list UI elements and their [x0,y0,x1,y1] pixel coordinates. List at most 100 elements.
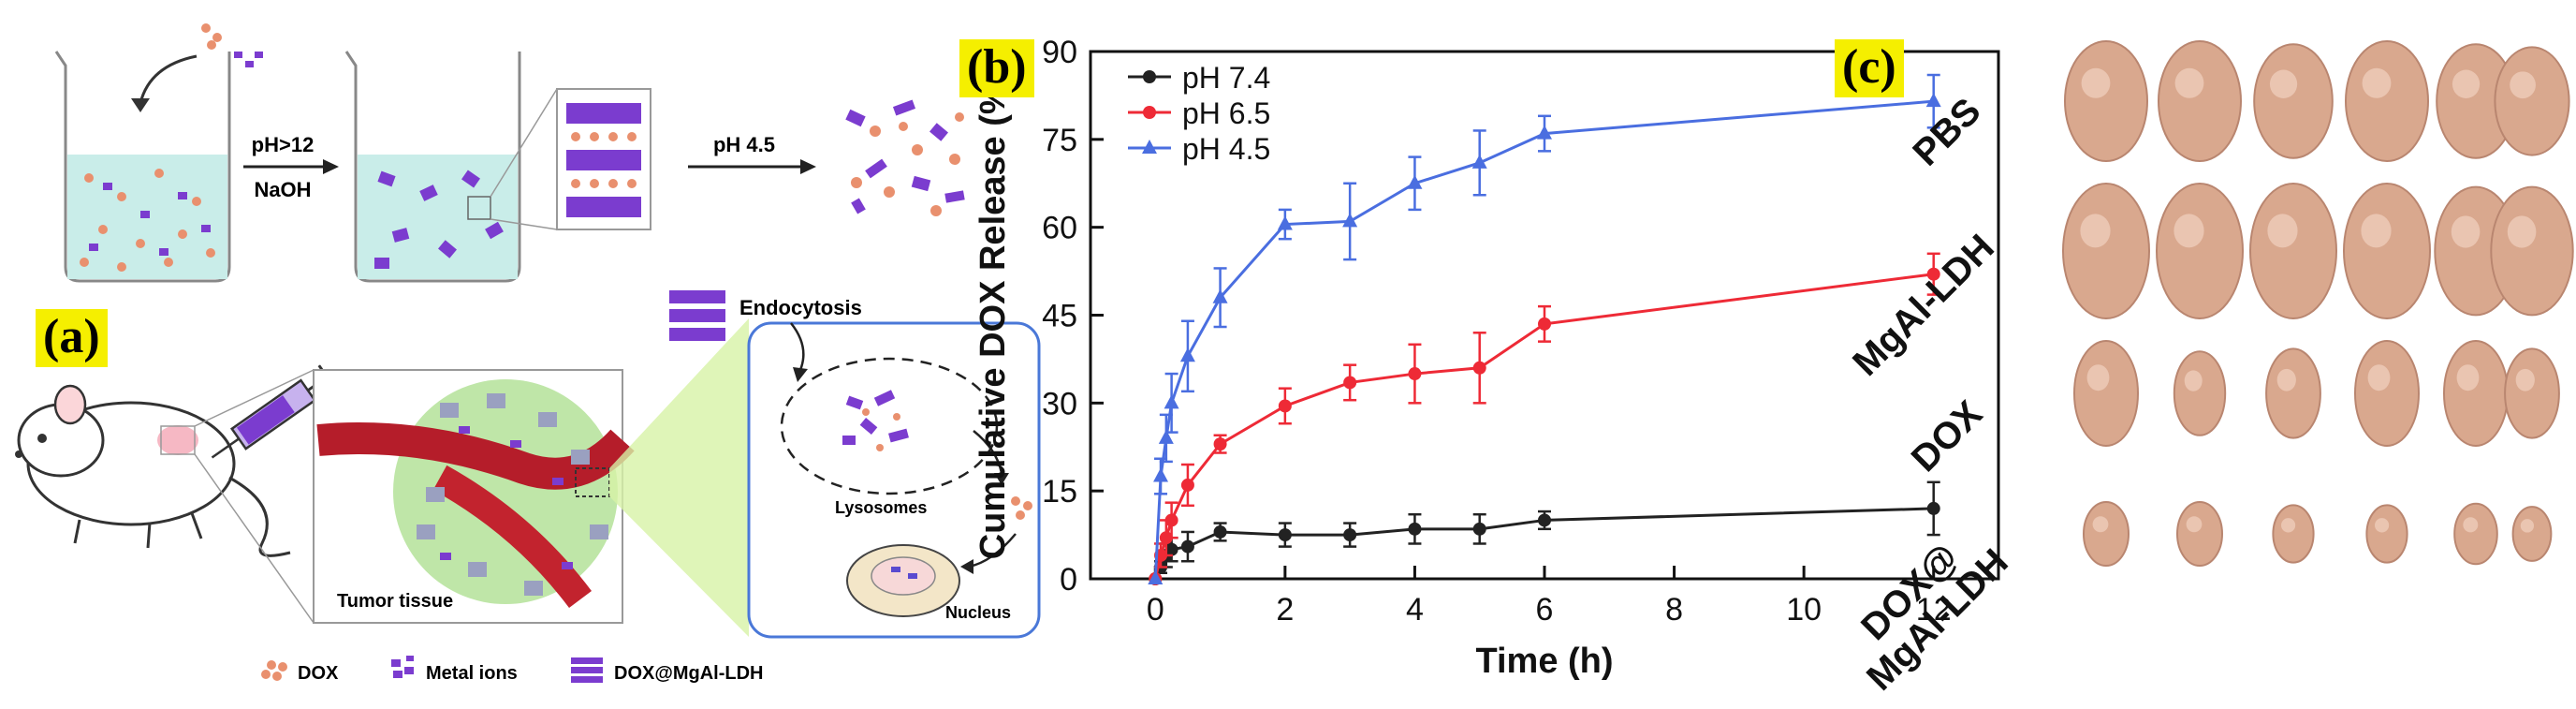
panel-a: pH>12 NaOH [0,0,1048,704]
y-tick-label: 0 [1060,562,1077,598]
tumor-tissue-box: Tumor tissue [313,369,635,624]
tumor-highlight [2081,67,2111,98]
tumor-highlight [2276,368,2296,391]
data-point [1342,213,1358,228]
data-point [1925,93,1941,108]
tumor-sample [2494,46,2570,156]
tumor-sample [2504,347,2560,439]
tumor-sample [2253,43,2334,159]
tumor-highlight [2361,214,2392,248]
tumor-sample [2365,504,2408,564]
tumor-sample [2156,183,2244,319]
legend-dox-label: DOX [298,663,339,684]
tumor-highlight [2510,71,2536,99]
beaker-2 [344,51,558,283]
legend-label: pH 6.5 [1182,96,1270,130]
x-tick-label: 2 [1276,592,1294,628]
panel-a-schematic: pH>12 NaOH [15,23,1041,684]
data-point [1158,429,1174,444]
x-tick-label: 0 [1147,592,1164,628]
tumor-highlight [2281,518,2296,533]
arrow2-label: pH 4.5 [713,133,775,156]
y-tick-label: 75 [1042,123,1077,158]
arrow-naoh: pH>12 NaOH [243,133,339,201]
panel-c: (c) PBS MgAl-LDH DOX DOX@ MgAl-LDH [1811,0,2576,704]
data-point [1407,174,1423,189]
endocytosis-label: Endocytosis [739,296,862,319]
tumor-highlight [2184,370,2203,391]
tumor-highlight [2367,364,2391,391]
lysosomes-label: Lysosomes [835,498,927,517]
data-point [1153,467,1169,482]
legend-label: pH 4.5 [1182,132,1270,166]
dox-icon [261,660,287,681]
data-point [1408,522,1422,536]
legend-metal-ions-label: Metal ions [426,663,518,684]
y-tick-label: 15 [1042,474,1077,510]
data-point [1148,570,1164,584]
syringe-icon [211,364,337,459]
tumor-sample [2064,40,2148,162]
data-point [1278,528,1292,542]
x-tick-label: 4 [1406,592,1424,628]
tumor-highlight [2186,516,2203,533]
zoom-cone [609,318,749,637]
tumor-highlight [2362,67,2392,98]
y-tick-label: 45 [1042,299,1077,334]
endocytosis-layers-icon [669,290,725,341]
legend-marker [1143,70,1156,83]
tumor-sample [2345,40,2429,162]
data-point [1926,267,1940,281]
dox-release-chart: 0 15 30 45 60 75 90 0 2 4 6 8 10 12 Time (h) Cumulative… [973,35,2000,681]
data-point [1278,399,1292,413]
panel-a-tag: (a) [36,309,108,367]
x-tick-label: 8 [1665,592,1683,628]
tumor-highlight [2451,215,2481,248]
data-point [1277,215,1293,230]
tumor-sample [2173,350,2227,436]
data-point [1343,376,1357,390]
tumor-sample [2443,340,2509,447]
tumors [2062,40,2574,567]
y-axis-label: Cumulative DOX Release (%) [973,71,1013,560]
data-point [1213,524,1227,539]
tumor-highlight [2086,364,2110,391]
panel-a-legend: DOX Metal ions DOX@MgAl-LDH [261,656,763,684]
tumor-sample [2272,504,2315,564]
data-point [1537,125,1552,140]
tumor-highlight [2507,215,2537,248]
arrow-ph45: pH 4.5 [688,133,816,174]
data-point [1538,317,1551,331]
tumor-sample [2453,502,2498,566]
tumor-highlight [2080,214,2111,248]
data-point [1164,513,1178,527]
tumor-sample [2176,501,2223,567]
tumor-highlight [2456,364,2480,391]
tumor-highlight [2267,214,2298,248]
tumor-sample [2073,340,2139,447]
data-point [1926,501,1940,515]
legend-label: pH 7.4 [1182,61,1270,95]
chart-axes: 0 15 30 45 60 75 90 0 2 4 6 8 10 12 Time (h) Cumulative… [973,35,2000,681]
legend-ldh-label: DOX@MgAl-LDH [614,663,763,684]
tumor-highlight [2515,368,2535,391]
tumor-sample [2062,183,2150,319]
data-point [1212,288,1228,303]
tumor-highlight [2174,214,2204,248]
data-point [1180,478,1194,492]
x-tick-label: 10 [1786,592,1822,628]
tumor-sample [2511,506,2553,562]
tumor-highlight [2452,69,2481,98]
nucleus-label: Nucleus [945,603,1011,622]
cell-diagram: Lysosomes Nucleus [747,321,1041,639]
ldh-zoom-box [556,88,651,230]
data-point [1471,154,1487,169]
tumor-sample [2343,183,2431,319]
released-fragments [845,99,965,216]
tumor-sample [2158,40,2242,162]
data-point [1164,542,1178,556]
data-point [1179,347,1195,362]
data-point [1472,522,1486,536]
data-point [1538,513,1551,527]
series-ph-4.5 [1148,73,1941,584]
